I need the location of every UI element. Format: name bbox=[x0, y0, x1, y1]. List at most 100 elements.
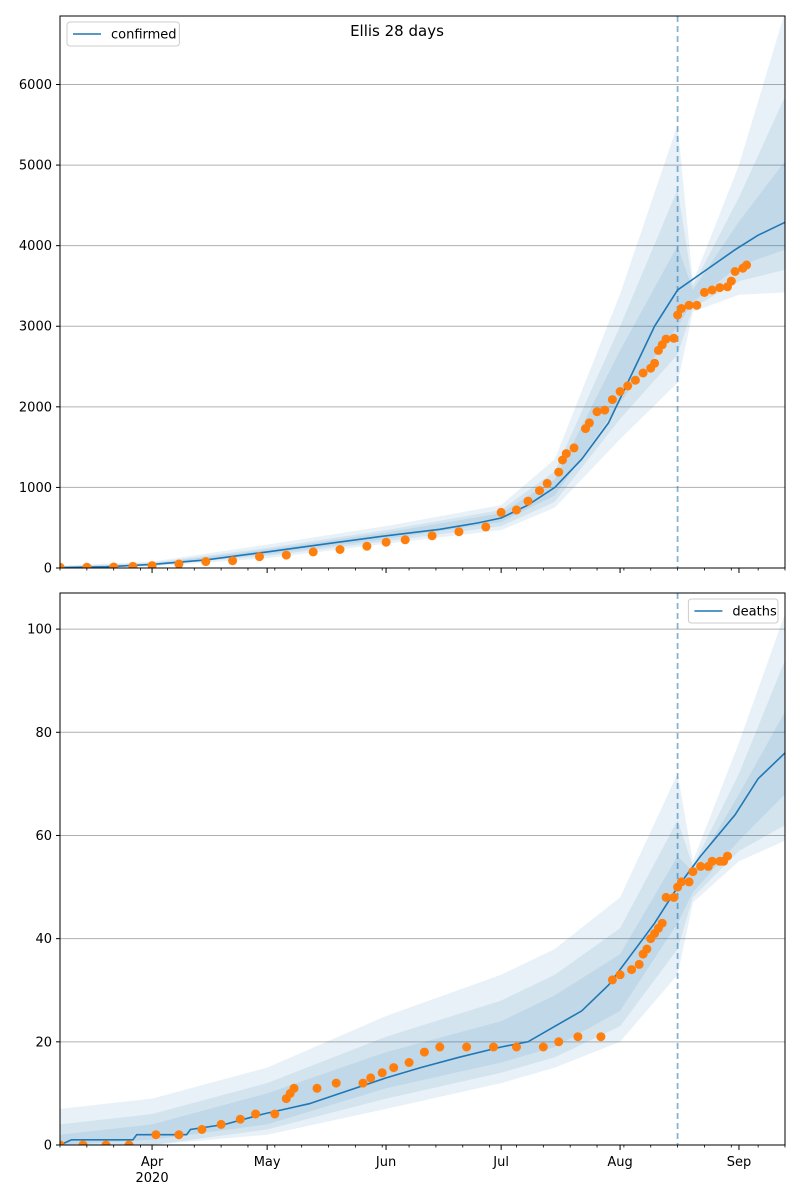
observed-point bbox=[707, 856, 717, 866]
observed-point bbox=[726, 276, 736, 286]
observed-point bbox=[255, 552, 264, 562]
x-tick-label: Jun bbox=[375, 1155, 396, 1170]
observed-point bbox=[228, 556, 238, 566]
observed-point bbox=[124, 1140, 134, 1145]
x-tick-label: Apr bbox=[141, 1155, 164, 1170]
observed-point bbox=[489, 1042, 498, 1052]
observed-point bbox=[684, 877, 694, 887]
observed-point bbox=[78, 1140, 88, 1145]
y-tick-label: 2000 bbox=[19, 400, 52, 415]
observed-point bbox=[607, 975, 617, 985]
observed-point bbox=[742, 260, 752, 270]
y-tick-label: 1000 bbox=[19, 481, 52, 496]
observed-point bbox=[389, 1063, 399, 1073]
y-tick-label: 5000 bbox=[19, 159, 52, 174]
y-tick-label: 3000 bbox=[19, 320, 52, 335]
observed-point bbox=[362, 541, 372, 551]
observed-point bbox=[128, 561, 138, 568]
observed-point bbox=[642, 944, 652, 954]
observed-point bbox=[60, 562, 65, 568]
observed-point bbox=[270, 1109, 280, 1119]
x-tick-label: May bbox=[254, 1155, 281, 1170]
x-tick-label: Sep bbox=[727, 1155, 752, 1170]
figure-title: Ellis 28 days bbox=[350, 22, 444, 40]
observed-point bbox=[462, 1042, 472, 1052]
y-tick-label: 0 bbox=[44, 1139, 52, 1154]
observed-point bbox=[335, 545, 345, 554]
y-tick-label: 6000 bbox=[19, 78, 52, 93]
y-tick-label: 20 bbox=[35, 1035, 52, 1050]
observed-point bbox=[661, 334, 671, 344]
observed-point bbox=[650, 358, 660, 368]
observed-point bbox=[216, 1119, 226, 1129]
observed-point bbox=[147, 561, 157, 568]
observed-point bbox=[481, 522, 491, 532]
observed-point bbox=[358, 1078, 368, 1088]
observed-point bbox=[607, 395, 617, 405]
observed-point bbox=[554, 467, 564, 477]
confirmed-chart: 0 1000 2000 3000 4000 5000 6000 confirmed bbox=[19, 15, 786, 577]
observed-point bbox=[419, 1047, 429, 1057]
observed-point bbox=[561, 449, 571, 459]
observed-point bbox=[688, 867, 698, 877]
observed-point bbox=[676, 304, 686, 313]
observed-point bbox=[699, 287, 709, 297]
deaths-legend: deaths bbox=[687, 598, 779, 624]
observed-point bbox=[707, 285, 717, 295]
observed-point bbox=[201, 557, 211, 567]
observed-point bbox=[538, 1042, 548, 1052]
x-tick-sublabel: 2020 bbox=[136, 1171, 169, 1186]
observed-point bbox=[512, 1042, 521, 1052]
x-tick-label: Aug bbox=[607, 1155, 632, 1170]
observed-point bbox=[512, 505, 521, 515]
observed-point bbox=[634, 959, 644, 969]
observed-point bbox=[730, 267, 740, 276]
observed-point bbox=[596, 1032, 606, 1042]
observed-point bbox=[523, 496, 533, 506]
observed-point bbox=[542, 478, 552, 488]
observed-point bbox=[82, 562, 92, 568]
observed-point bbox=[592, 407, 602, 417]
observed-point bbox=[174, 1130, 184, 1140]
observed-point bbox=[435, 1042, 445, 1052]
y-tick-label: 40 bbox=[35, 932, 52, 947]
uncertainty-band-3 bbox=[60, 711, 785, 1145]
observed-point bbox=[281, 550, 291, 560]
observed-point bbox=[404, 1058, 414, 1067]
observed-point bbox=[627, 965, 637, 975]
observed-point bbox=[669, 333, 679, 343]
y-tick-label: 4000 bbox=[19, 239, 52, 254]
observed-point bbox=[366, 1073, 376, 1083]
uncertainty-band-2 bbox=[60, 660, 785, 1145]
observed-point bbox=[630, 375, 640, 385]
observed-point bbox=[174, 559, 184, 568]
observed-point bbox=[101, 1140, 111, 1145]
observed-point bbox=[615, 387, 625, 396]
observed-point bbox=[573, 1032, 583, 1042]
observed-point bbox=[381, 537, 391, 547]
legend-label: confirmed bbox=[111, 28, 177, 43]
legend-box bbox=[687, 598, 779, 624]
uncertainty-band-2 bbox=[60, 96, 785, 568]
y-tick-label: 0 bbox=[44, 562, 52, 577]
observed-point bbox=[60, 1140, 65, 1145]
confirmed-legend: confirmed bbox=[66, 21, 180, 47]
observed-point bbox=[427, 531, 437, 541]
observed-point bbox=[615, 970, 625, 980]
observed-point bbox=[308, 547, 318, 557]
observed-point bbox=[584, 418, 594, 428]
x-tick-label: Jul bbox=[492, 1155, 509, 1170]
observed-point bbox=[554, 1037, 564, 1047]
observed-point bbox=[454, 527, 464, 537]
observed-point bbox=[723, 851, 732, 861]
observed-point bbox=[569, 443, 579, 453]
observed-point bbox=[715, 283, 725, 293]
observed-point bbox=[377, 1068, 387, 1078]
observed-point bbox=[673, 310, 683, 320]
observed-point bbox=[289, 1083, 299, 1093]
observed-point bbox=[696, 861, 706, 871]
observed-point bbox=[312, 1083, 322, 1093]
observed-point bbox=[151, 1130, 161, 1140]
